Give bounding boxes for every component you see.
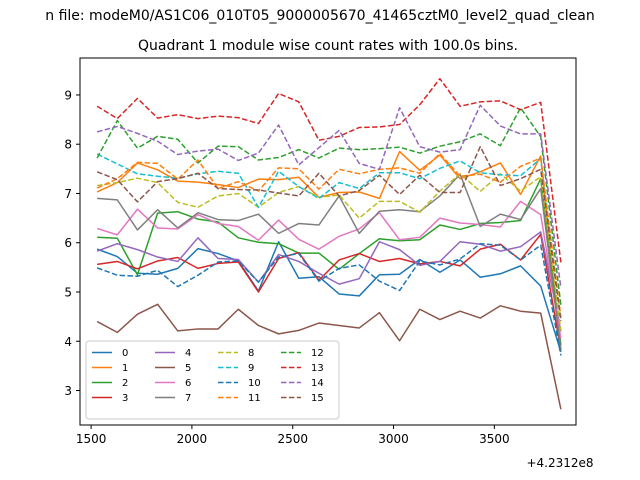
x-tick-label: 2500: [277, 432, 308, 446]
legend-box: [85, 340, 340, 420]
x-axis: 1500 2000 2500 3000 3500: [76, 425, 510, 446]
y-tick-label: 8: [64, 138, 72, 152]
legend-label-3: 3: [122, 393, 128, 404]
y-tick-label: 3: [64, 384, 72, 398]
legend-label-10: 10: [248, 378, 261, 389]
x-tick-label: 3500: [479, 432, 510, 446]
series-line-12: [96, 107, 562, 306]
chart-title: Quadrant 1 module wise count rates with …: [138, 38, 518, 54]
series-line-11: [96, 152, 562, 318]
axes-frame: [79, 57, 577, 426]
series-line-9: [96, 153, 562, 320]
y-axis: 3 4 5 6 7 8 9: [64, 88, 80, 398]
legend-label-9: 9: [248, 363, 254, 374]
series-line-3: [97, 233, 562, 351]
legend-label-8: 8: [248, 348, 254, 359]
legend-label-7: 7: [185, 393, 191, 404]
legend-label-5: 5: [185, 363, 191, 374]
y-tick-label: 5: [64, 285, 72, 299]
figure-suptitle: n file: modeM0/AS1C06_010T05_9000005670_…: [45, 8, 594, 24]
x-tick-label: 3000: [378, 432, 409, 446]
legend-label-14: 14: [311, 378, 324, 389]
series-line-2: [97, 177, 562, 346]
legend-label-6: 6: [185, 378, 191, 389]
y-tick-label: 9: [64, 88, 72, 102]
series-line-8: [97, 173, 562, 331]
x-tick-label: 2000: [177, 432, 208, 446]
series-line-4: [96, 231, 562, 332]
x-tick-label: 1500: [76, 432, 107, 446]
legend-label-0: 0: [122, 348, 128, 359]
legend-label-4: 4: [185, 348, 191, 359]
series-line-7: [97, 173, 562, 351]
legend-label-13: 13: [311, 363, 324, 374]
legend-label-12: 12: [311, 348, 324, 359]
series-line-10: [96, 242, 562, 356]
legend-label-1: 1: [122, 363, 128, 374]
series-line-0: [96, 241, 562, 353]
y-tick-label: 6: [64, 236, 72, 250]
y-tick-label: 7: [64, 187, 72, 201]
legend-label-11: 11: [248, 393, 261, 404]
x-offset-label: +4.2312e8: [526, 456, 593, 470]
legend-label-2: 2: [122, 378, 128, 389]
legend-label-15: 15: [311, 393, 324, 404]
series-line-14: [96, 104, 562, 289]
series-line-15: [96, 145, 562, 322]
series-line-5: [96, 303, 562, 410]
series-layer: [96, 77, 562, 410]
y-tick-label: 4: [64, 335, 72, 349]
